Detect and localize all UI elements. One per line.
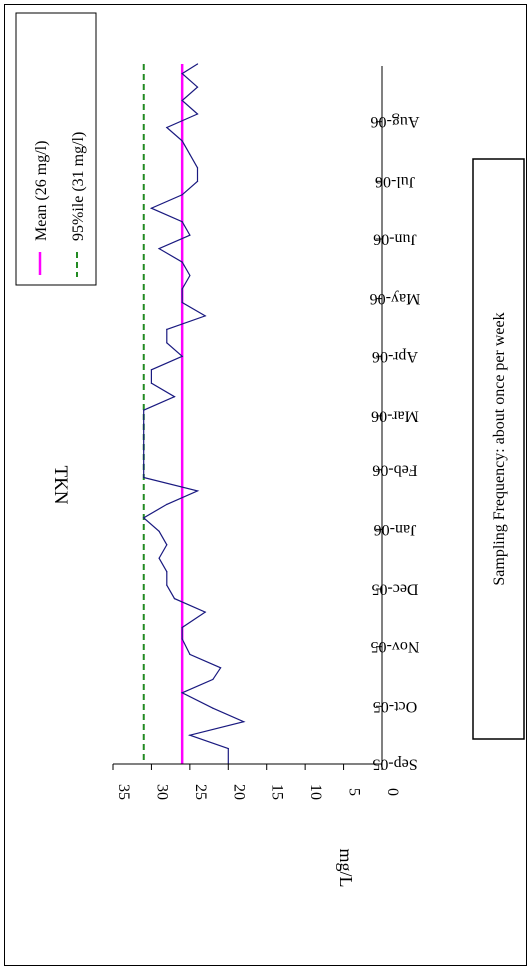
data-point-3: [243, 721, 245, 723]
data-point-11: [204, 611, 206, 613]
sampling-frequency-box: Sampling Frequency: about once per week: [472, 158, 525, 740]
data-point-34: [181, 301, 183, 304]
y-tick-label-35: 35: [115, 784, 132, 800]
axes: 0 5 10 15 20 25 30 35 Sep-05 Oct-05 Nov-05 Dec-05 Ja…: [112, 66, 421, 800]
data-point-15: [158, 557, 160, 559]
x-tick-label-Nov-05: Nov-05: [371, 638, 420, 655]
data-point-48: [196, 113, 199, 115]
x-tick-label-Mar-06: Mar-06: [371, 407, 419, 424]
legend-95pct-label: 95%ile (31 mg/l): [70, 132, 87, 241]
data-point-7: [220, 667, 222, 669]
data-point-40: [181, 221, 183, 223]
data-point-44: [196, 167, 199, 169]
legend: Mean (26 mg/l) 95%ile (31 mg/l): [15, 12, 97, 286]
data-point-36: [189, 274, 191, 277]
data-point-33: [204, 315, 206, 317]
x-tick-label-Sep-05: Sep-05: [372, 756, 417, 773]
data-point-42: [181, 194, 183, 196]
x-tick-label-Oct-05: Oct-05: [373, 698, 417, 715]
chart-frame: [4, 4, 527, 966]
x-tick-label-Aug-06: Aug-06: [371, 113, 420, 130]
data-point-25: [143, 423, 145, 425]
data-point-18: [143, 517, 145, 519]
y-tick-label-25: 25: [192, 784, 209, 800]
tkn-series-line: [142, 63, 246, 764]
data-point-35: [181, 288, 183, 290]
data-point-16: [166, 544, 168, 546]
data-point-45: [189, 153, 191, 155]
y-tick-label-10: 10: [307, 784, 324, 800]
data-point-29: [150, 369, 153, 371]
reference-lines: [142, 64, 184, 764]
data-point-9: [181, 638, 183, 640]
x-tick-label-Jan-06: Jan-06: [374, 521, 417, 538]
data-point-4: [212, 707, 214, 709]
chart-title: TKN: [50, 465, 71, 504]
data-point-43: [196, 180, 199, 182]
x-tick-label-May-06: May-06: [370, 290, 421, 307]
data-point-41: [150, 207, 153, 209]
data-point-6: [212, 678, 214, 680]
data-point-12: [173, 598, 176, 600]
y-tick-label-20: 20: [230, 784, 247, 800]
data-point-37: [181, 261, 183, 263]
data-point-2: [189, 734, 191, 736]
data-point-28: [150, 382, 153, 384]
x-tick-label-Jul-06: Jul-06: [375, 173, 415, 190]
data-point-49: [181, 99, 183, 102]
data-point-10: [181, 626, 183, 629]
data-point-21: [143, 476, 145, 479]
x-tick-label-Apr-06: Apr-06: [372, 348, 418, 365]
annotation-box: [472, 158, 525, 740]
data-point-14: [166, 571, 168, 573]
data-point-46: [181, 140, 183, 142]
y-tick-label-5: 5: [346, 788, 363, 796]
data-point-47: [166, 126, 168, 129]
data-point-38: [158, 248, 160, 250]
data-point-19: [166, 503, 168, 505]
data-point-5: [181, 692, 183, 694]
x-tick-label-Dec-05: Dec-05: [371, 581, 418, 598]
data-point-31: [166, 342, 168, 344]
x-tick-label-Jun-06: Jun-06: [373, 231, 417, 248]
y-tick-label-0: 0: [384, 788, 401, 796]
legend-mean-label: Mean (26 mg/l): [33, 141, 50, 241]
data-point-20: [196, 490, 199, 492]
data-series: [142, 63, 246, 765]
data-point-24: [143, 436, 145, 438]
y-tick-label-15: 15: [269, 784, 286, 800]
data-point-8: [189, 653, 191, 655]
data-point-26: [143, 409, 145, 411]
data-point-23: [143, 449, 145, 452]
y-axis-label: mg/L: [336, 849, 356, 888]
data-point-50: [196, 86, 199, 88]
data-point-13: [166, 584, 168, 586]
data-point-22: [143, 463, 145, 465]
legend-box: [15, 12, 97, 286]
data-point-1: [227, 748, 229, 750]
x-tick-label-Feb-06: Feb-06: [372, 461, 417, 478]
data-point-17: [158, 530, 160, 532]
data-point-32: [166, 328, 168, 330]
data-point-52: [196, 63, 199, 65]
data-point-39: [189, 234, 191, 236]
y-tick-label-30: 30: [153, 784, 170, 800]
data-point-30: [181, 355, 183, 357]
data-point-51: [181, 73, 183, 75]
data-point-27: [173, 396, 176, 398]
sampling-frequency-text: Sampling Frequency: about once per week: [491, 312, 508, 585]
